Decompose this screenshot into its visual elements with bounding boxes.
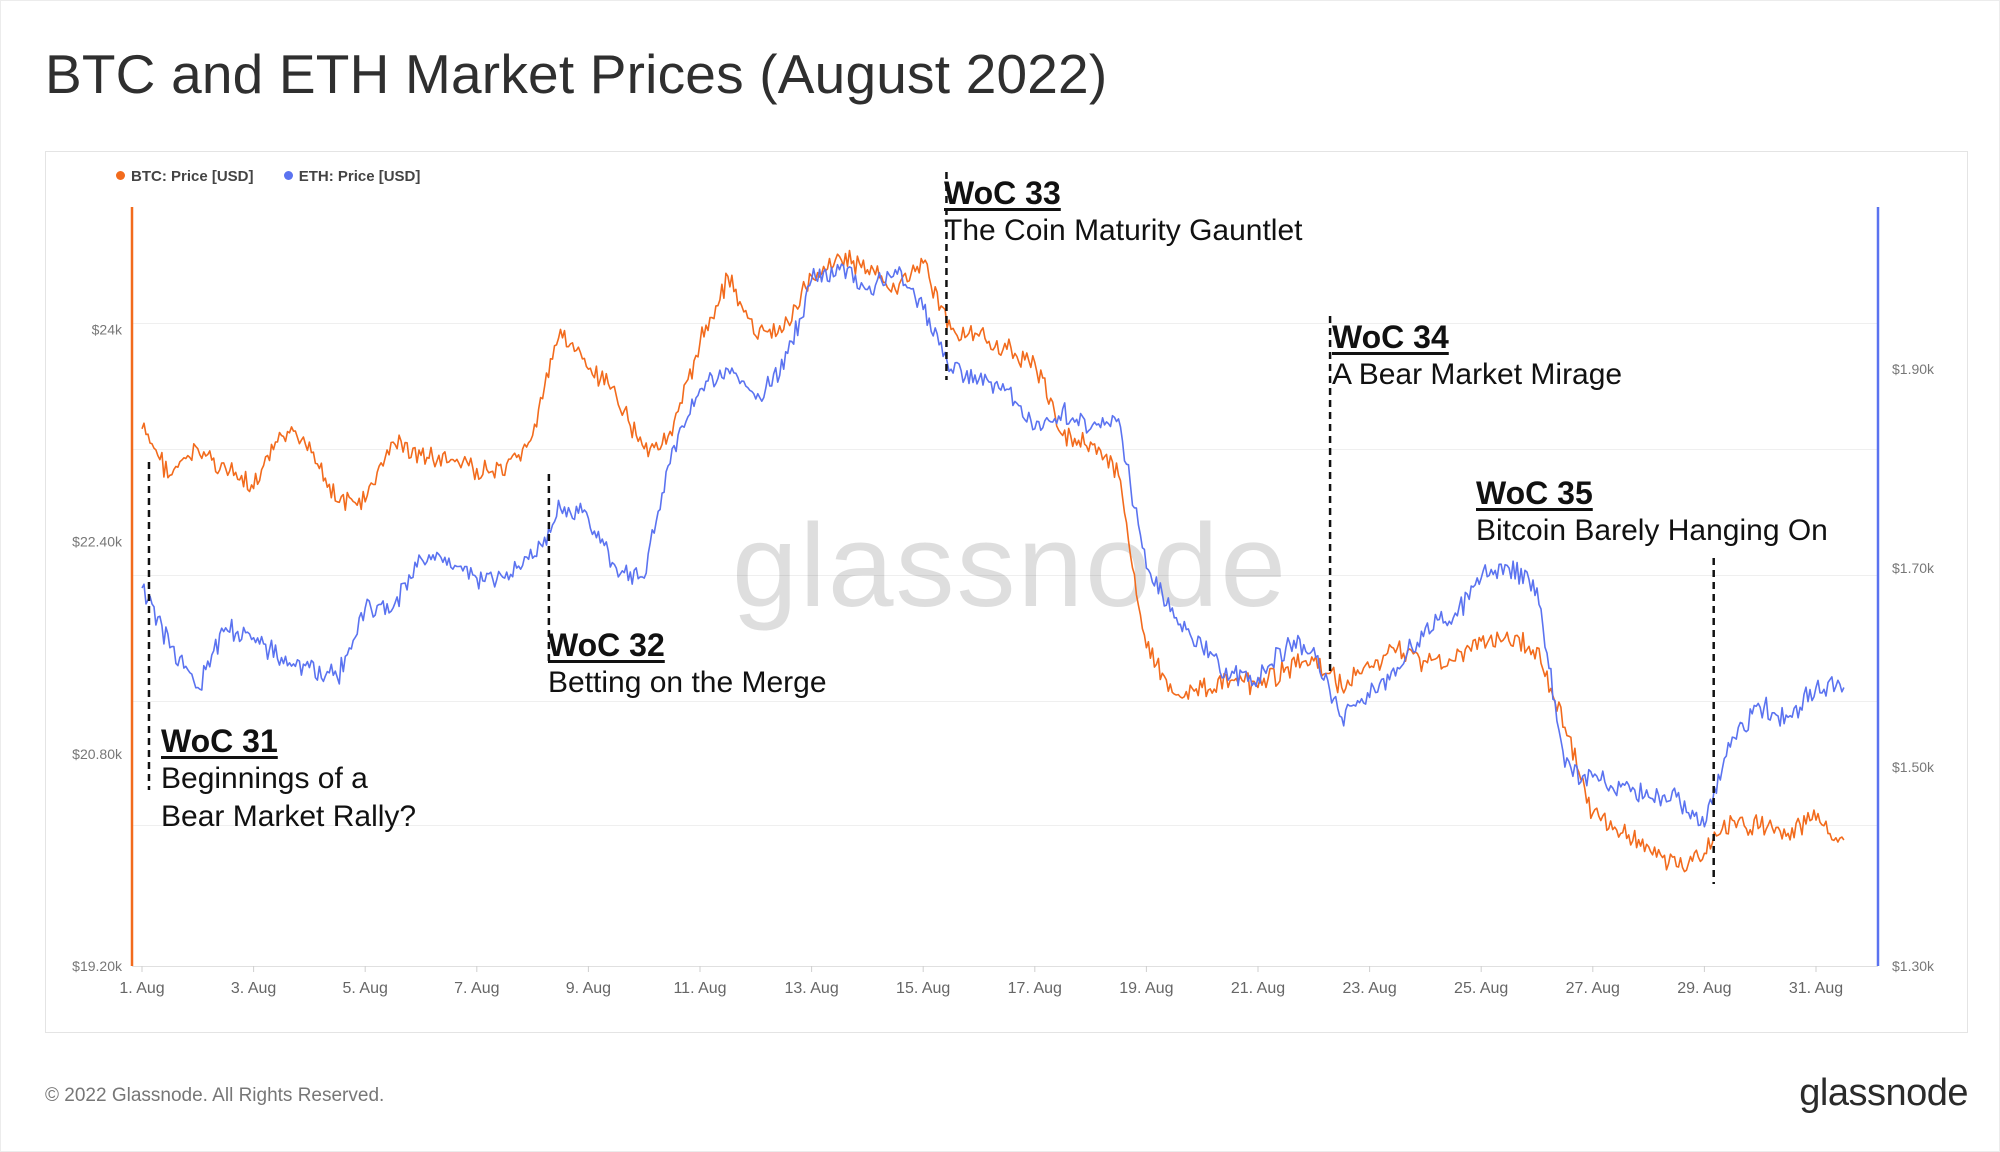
x-tick-label: 31. Aug [1789,980,1843,997]
x-tick-label: 25. Aug [1454,980,1508,997]
x-tick-label: 21. Aug [1231,980,1285,997]
y-tick-right: $1.70k [1892,560,1935,576]
y-tick-right: $1.30k [1892,958,1935,974]
annotation-woc-32: WoC 32 Betting on the Merge [548,626,827,702]
legend-item-eth[interactable]: ETH: Price [USD] [283,168,421,185]
page-title: BTC and ETH Market Prices (August 2022) [45,43,1108,105]
annotation-label: WoC 35 [1476,475,1593,511]
annotation-woc-34: WoC 34 A Bear Market Mirage [1332,318,1622,394]
annotation-text: A Bear Market Mirage [1332,358,1623,391]
x-tick-label: 7. Aug [454,980,499,997]
annotation-text: Betting on the Merge [548,666,827,699]
footer-copyright: © 2022 Glassnode. All Rights Reserved. [45,1085,385,1106]
annotation-text: Bitcoin Barely Hanging On [1476,514,1828,547]
annotation-label: WoC 32 [548,627,665,663]
x-tick-label: 5. Aug [343,980,388,997]
annotation-text: Bear Market Rally? [161,800,417,833]
watermark: glassnode [732,500,1288,632]
legend-label-eth: ETH: Price [USD] [298,168,421,185]
x-tick-label: 27. Aug [1566,980,1620,997]
chart-frame [45,151,1968,1033]
legend-dot-btc [116,171,125,180]
x-tick-label: 19. Aug [1119,980,1173,997]
x-tick-label: 1. Aug [119,980,164,997]
btc-price-line [141,249,1845,873]
y-tick-left: $19.20k [72,958,123,974]
legend-dot-eth [283,171,293,180]
annotation-woc-31: WoC 31 Beginnings of a Bear Market Rally… [161,722,416,836]
eth-price-line [141,263,1845,828]
x-tick-label: 9. Aug [566,980,611,997]
annotation-woc-33: WoC 33 The Coin Maturity Gauntlet [944,174,1303,250]
footer-logo[interactable]: glassnode [1799,1072,1968,1114]
y-tick-right: $1.90k [1892,361,1935,377]
y-tick-left: $20.80k [72,746,123,762]
annotation-label: WoC 33 [944,175,1061,211]
annotation-woc-35: WoC 35 Bitcoin Barely Hanging On [1476,474,1828,550]
x-tick-label: 17. Aug [1008,980,1062,997]
annotation-label: WoC 34 [1332,319,1449,355]
legend-label-btc: BTC: Price [USD] [131,168,254,185]
legend-item-btc[interactable]: BTC: Price [USD] [116,168,254,185]
x-tick-label: 23. Aug [1342,980,1396,997]
y-tick-left: $24k [92,321,123,337]
x-tick-label: 13. Aug [784,980,838,997]
y-tick-left: $22.40k [72,534,123,550]
annotation-text: Beginnings of a [161,762,368,795]
chart-legend: BTC: Price [USD] ETH: Price [USD] [116,168,446,185]
y-tick-right: $1.50k [1892,759,1935,775]
x-tick-label: 11. Aug [673,980,726,997]
x-tick-label: 3. Aug [231,980,276,997]
annotation-text: The Coin Maturity Gauntlet [944,214,1303,247]
x-tick-label: 29. Aug [1677,980,1731,997]
x-tick-label: 15. Aug [896,980,950,997]
annotation-label: WoC 31 [161,723,278,759]
